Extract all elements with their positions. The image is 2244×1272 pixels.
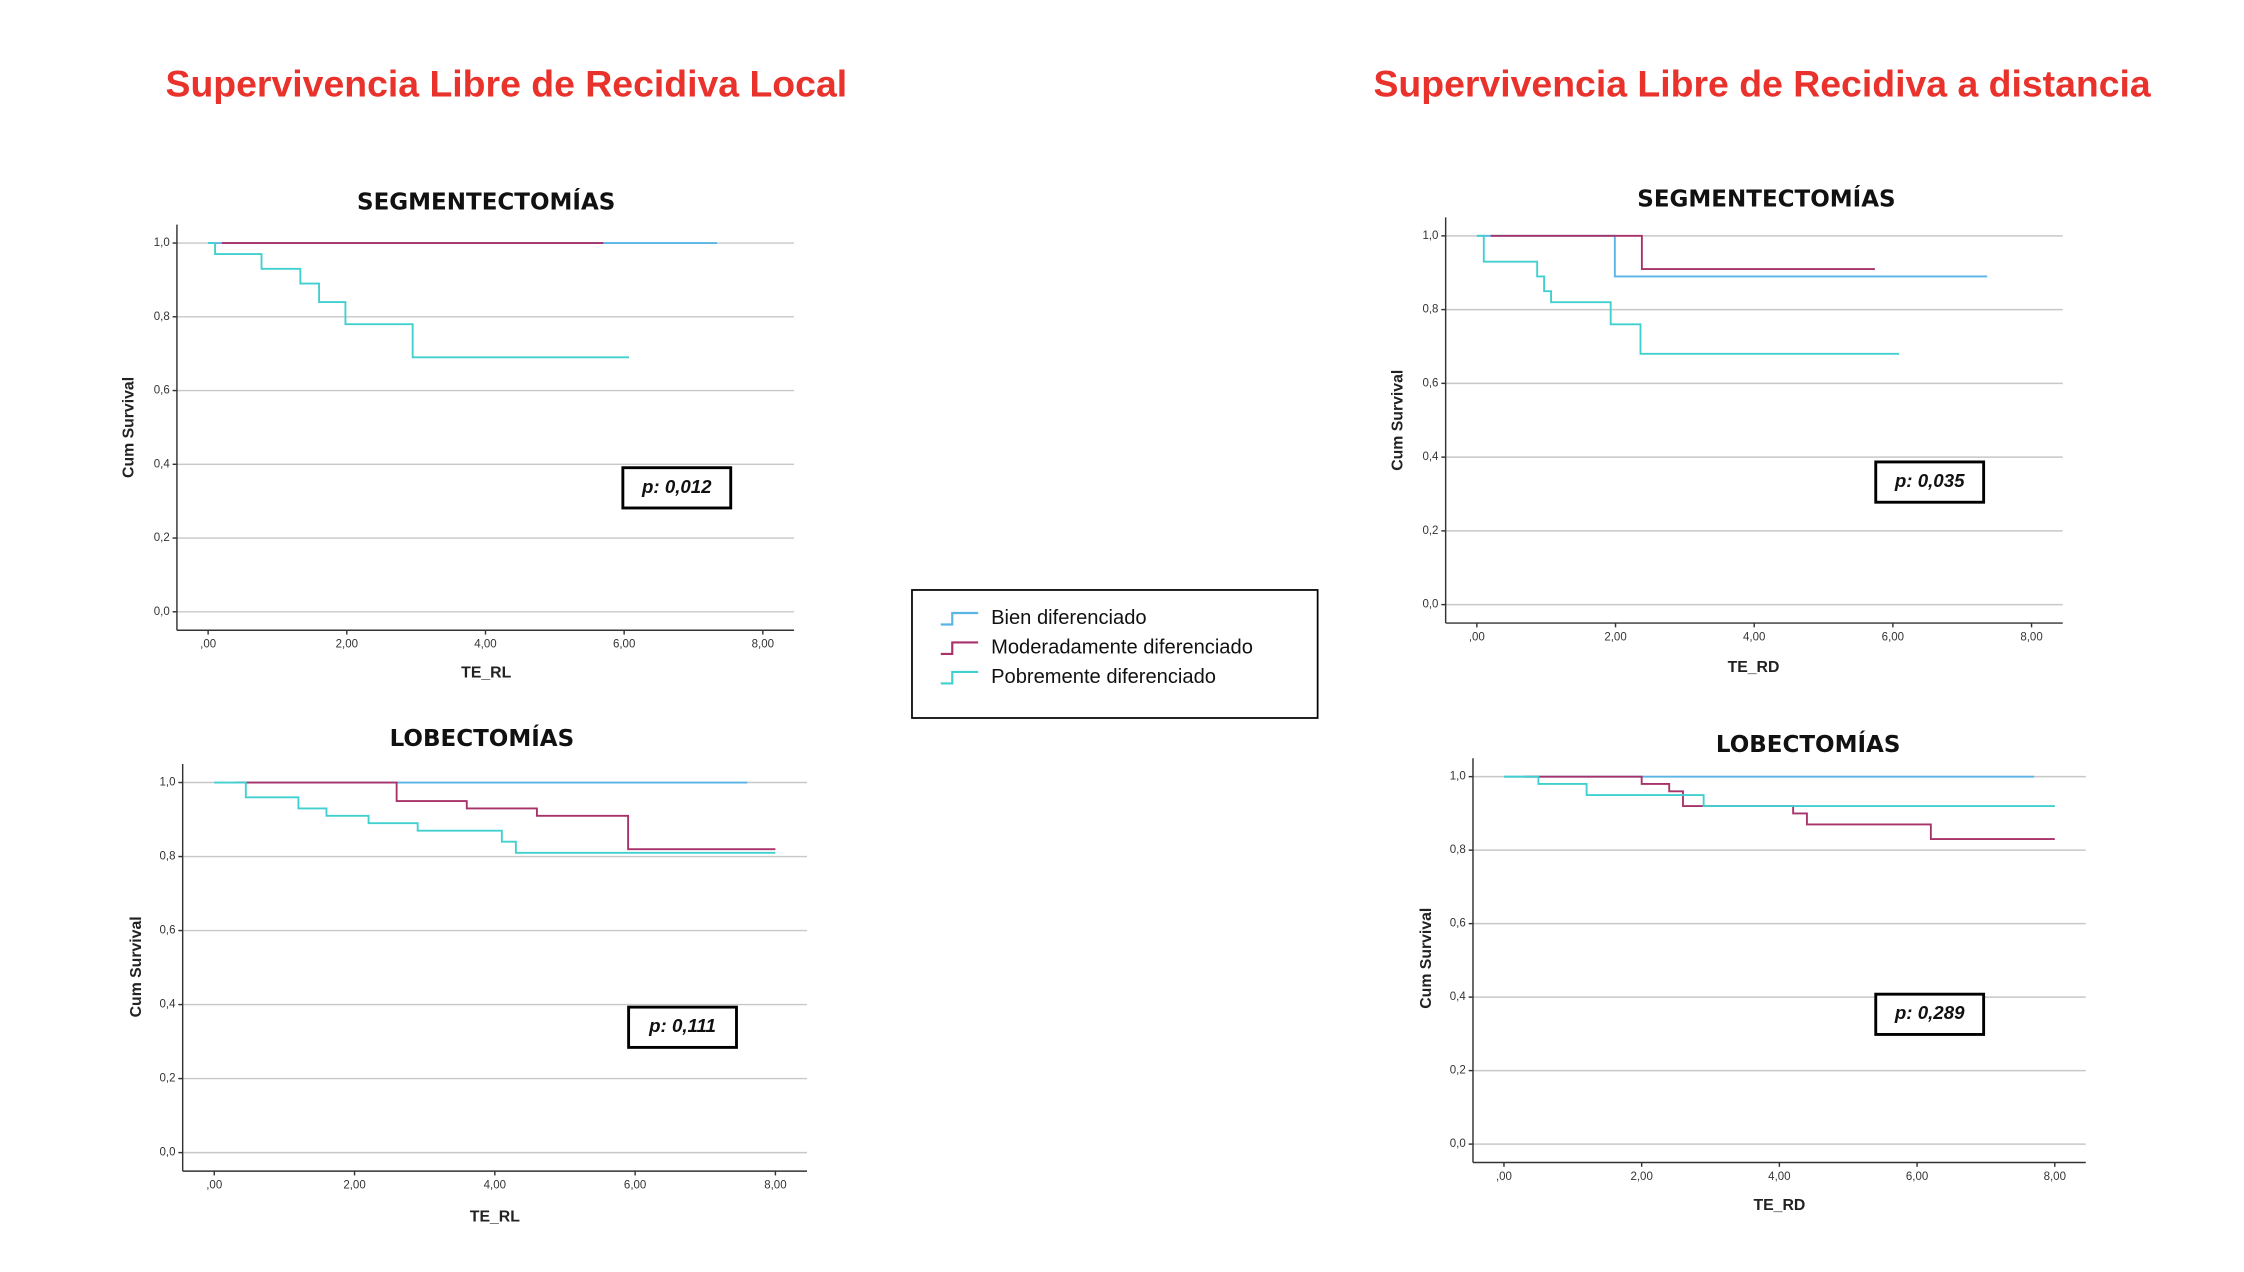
survival-curve <box>1476 234 1900 355</box>
y-tick-label: 0,4 <box>1422 451 1439 463</box>
y-axis-label: Cum Survival <box>121 377 138 478</box>
legend-label: Bien diferenciado <box>991 607 1147 629</box>
y-tick-label: 0,8 <box>154 311 170 323</box>
x-tick-label: 8,00 <box>764 1180 786 1192</box>
x-tick-label: 2,00 <box>343 1180 365 1192</box>
x-axis-label: TE_RD <box>1728 659 1780 676</box>
x-tick-label: 6,00 <box>613 639 635 651</box>
y-tick-label: 0,4 <box>154 458 171 470</box>
y-tick-label: 0,2 <box>154 532 170 544</box>
x-tick-label: 4,00 <box>1743 631 1765 643</box>
p-value: p: 0,111 <box>648 1015 716 1036</box>
survival-curve <box>235 781 776 851</box>
survival-curve <box>1524 775 2055 841</box>
x-tick-label: ,00 <box>200 639 216 651</box>
y-tick-label: 0,0 <box>159 1147 175 1159</box>
y-tick-label: 0,0 <box>1422 599 1438 611</box>
legend-swatch <box>940 641 979 656</box>
y-tick-label: 1,0 <box>1450 771 1466 783</box>
p-value-box <box>627 1005 738 1049</box>
y-tick-label: 1,0 <box>154 237 170 249</box>
x-tick-label: 2,00 <box>1630 1171 1652 1183</box>
y-tick-label: 0,6 <box>1422 377 1438 389</box>
x-tick-label: 4,00 <box>1768 1171 1790 1183</box>
x-tick-label: ,00 <box>206 1180 222 1192</box>
x-tick-label: 6,00 <box>1882 631 1904 643</box>
chart-title: SEGMENTECTOMÍAS <box>357 188 615 216</box>
x-axis-label: TE_RL <box>470 1208 520 1225</box>
legend-label: Pobremente diferenciado <box>991 666 1216 688</box>
p-value: p: 0,012 <box>641 476 712 497</box>
y-axis-label: Cum Survival <box>1418 908 1435 1009</box>
x-axis-label: TE_RL <box>461 665 511 682</box>
x-tick-label: 6,00 <box>624 1180 646 1192</box>
x-tick-label: 6,00 <box>1906 1171 1928 1183</box>
x-tick-label: 2,00 <box>336 639 358 651</box>
p-value-box <box>1874 992 1986 1036</box>
y-tick-label: 0,2 <box>159 1073 175 1085</box>
p-value: p: 0,035 <box>1894 470 1965 491</box>
y-tick-label: 0,0 <box>154 606 170 618</box>
x-tick-label: 4,00 <box>474 639 496 651</box>
survival-curve <box>208 242 630 359</box>
x-tick-label: 8,00 <box>752 639 774 651</box>
header: Supervivencia Libre de Recidiva a distan… <box>1373 63 2151 105</box>
y-tick-label: 1,0 <box>1422 230 1438 242</box>
x-axis-label: TE_RD <box>1753 1197 1805 1214</box>
y-axis-label: Cum Survival <box>128 916 145 1017</box>
y-tick-label: 0,6 <box>154 385 170 397</box>
survival-curve <box>1476 234 1988 278</box>
p-value: p: 0,289 <box>1894 1002 1965 1023</box>
y-tick-label: 1,0 <box>159 777 175 789</box>
y-tick-label: 0,8 <box>1450 844 1466 856</box>
y-tick-label: 0,2 <box>1450 1065 1466 1077</box>
p-value-box <box>621 466 733 510</box>
x-tick-label: 8,00 <box>2044 1171 2066 1183</box>
x-tick-label: 2,00 <box>1604 631 1626 643</box>
header: Supervivencia Libre de Recidiva Local <box>166 63 848 105</box>
y-tick-label: 0,4 <box>159 999 176 1011</box>
y-tick-label: 0,2 <box>1422 525 1438 537</box>
y-tick-label: 0,8 <box>159 851 175 863</box>
p-value-box <box>1874 460 1986 504</box>
survival-curve <box>1503 775 2055 807</box>
y-tick-label: 0,4 <box>1450 991 1467 1003</box>
legend-swatch <box>940 611 979 626</box>
y-tick-label: 0,8 <box>1422 304 1438 316</box>
chart-title: LOBECTOMÍAS <box>390 724 575 752</box>
y-axis-label: Cum Survival <box>1389 370 1406 471</box>
survival-curve <box>1490 234 1875 270</box>
chart-title: SEGMENTECTOMÍAS <box>1637 185 1895 213</box>
legend-label: Moderadamente diferenciado <box>991 637 1253 659</box>
survival-curve <box>214 781 776 854</box>
x-tick-label: 4,00 <box>484 1180 506 1192</box>
chart-title: LOBECTOMÍAS <box>1716 730 1901 758</box>
x-tick-label: ,00 <box>1496 1171 1512 1183</box>
y-tick-label: 0,0 <box>1450 1138 1466 1150</box>
y-tick-label: 0,6 <box>159 925 175 937</box>
y-tick-label: 0,6 <box>1450 918 1466 930</box>
legend-swatch <box>940 670 979 685</box>
x-tick-label: ,00 <box>1469 631 1485 643</box>
legend-box <box>911 589 1319 719</box>
x-tick-label: 8,00 <box>2020 631 2042 643</box>
